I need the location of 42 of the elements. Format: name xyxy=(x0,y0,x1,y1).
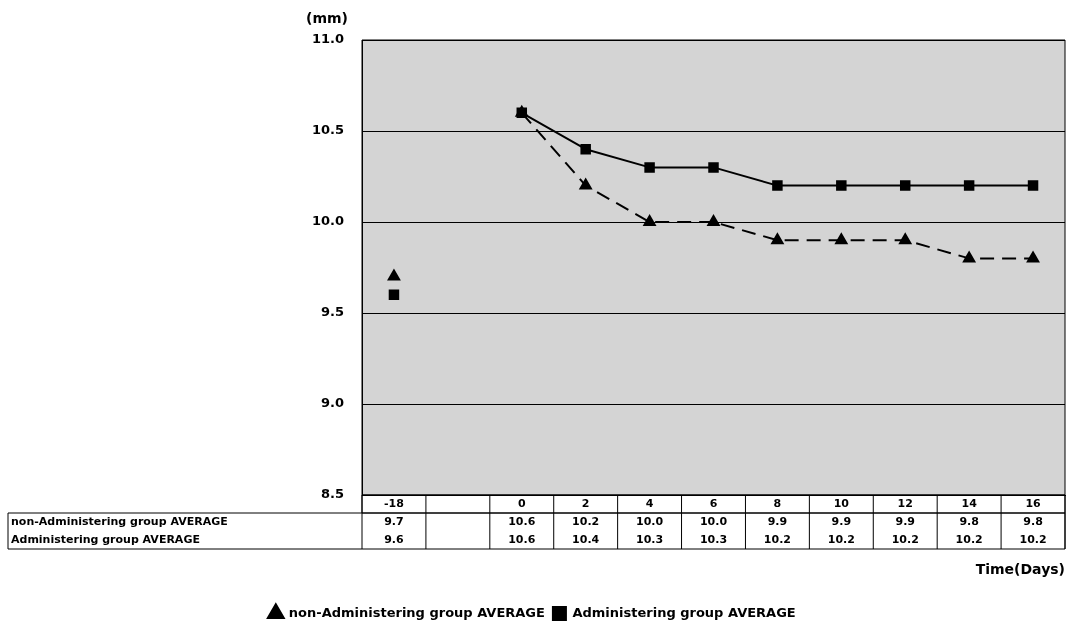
x-tick-label: 6 xyxy=(709,497,718,511)
x-tick-label: 8 xyxy=(773,497,782,511)
y-axis-title: (mm) xyxy=(306,9,348,26)
x-tick-label: 12 xyxy=(897,497,913,511)
data-label: 10.6 xyxy=(508,532,536,546)
legend-label: non-Administering group AVERAGE xyxy=(288,604,545,620)
x-tick-label: 16 xyxy=(1025,497,1042,511)
data-label: 9.9 xyxy=(767,514,788,528)
x-tick-label: 4 xyxy=(645,497,654,511)
data-label: 10.6 xyxy=(508,514,536,528)
y-tick-label: 10.0 xyxy=(311,213,344,229)
y-tick-label: 10.5 xyxy=(311,122,344,138)
data-label: 9.9 xyxy=(895,514,915,528)
x-tick-label: 14 xyxy=(961,497,978,511)
x-tick-label: 0 xyxy=(517,497,526,511)
data-label: 10.2 xyxy=(955,532,983,546)
text: non-Administering group AVERAGE xyxy=(11,514,228,528)
data-label: 10.3 xyxy=(636,532,664,546)
data-label: 9.8 xyxy=(959,514,979,528)
y-tick-label: 11.0 xyxy=(311,31,344,47)
text: Administering group AVERAGE xyxy=(11,532,200,546)
data-label: 9.6 xyxy=(384,532,405,546)
data-label: 10.2 xyxy=(891,532,919,546)
data-label: 10.2 xyxy=(827,532,855,546)
data-label: 9.7 xyxy=(384,514,404,528)
y-tick-label: 9.0 xyxy=(320,395,344,411)
y-tick-label: 8.5 xyxy=(320,486,344,502)
data-label: 9.9 xyxy=(831,514,852,528)
data-label: 10.3 xyxy=(699,532,728,546)
y-tick-label: 9.5 xyxy=(320,304,344,320)
data-label: 10.2 xyxy=(763,532,791,546)
x-tick-label: 2 xyxy=(581,497,590,511)
data-label: 10.0 xyxy=(636,514,664,528)
data-label: 10.0 xyxy=(699,514,728,528)
legend-label: Administering group AVERAGE xyxy=(572,604,796,620)
x-tick-label: -18 xyxy=(384,497,404,511)
data-label: 10.4 xyxy=(572,532,600,546)
data-label: 10.2 xyxy=(1019,532,1047,546)
x-tick-label: 10 xyxy=(833,497,850,511)
x-axis-title: Time(Days) xyxy=(975,560,1065,577)
data-label: 9.8 xyxy=(1023,514,1043,528)
data-label: 10.2 xyxy=(572,514,600,528)
